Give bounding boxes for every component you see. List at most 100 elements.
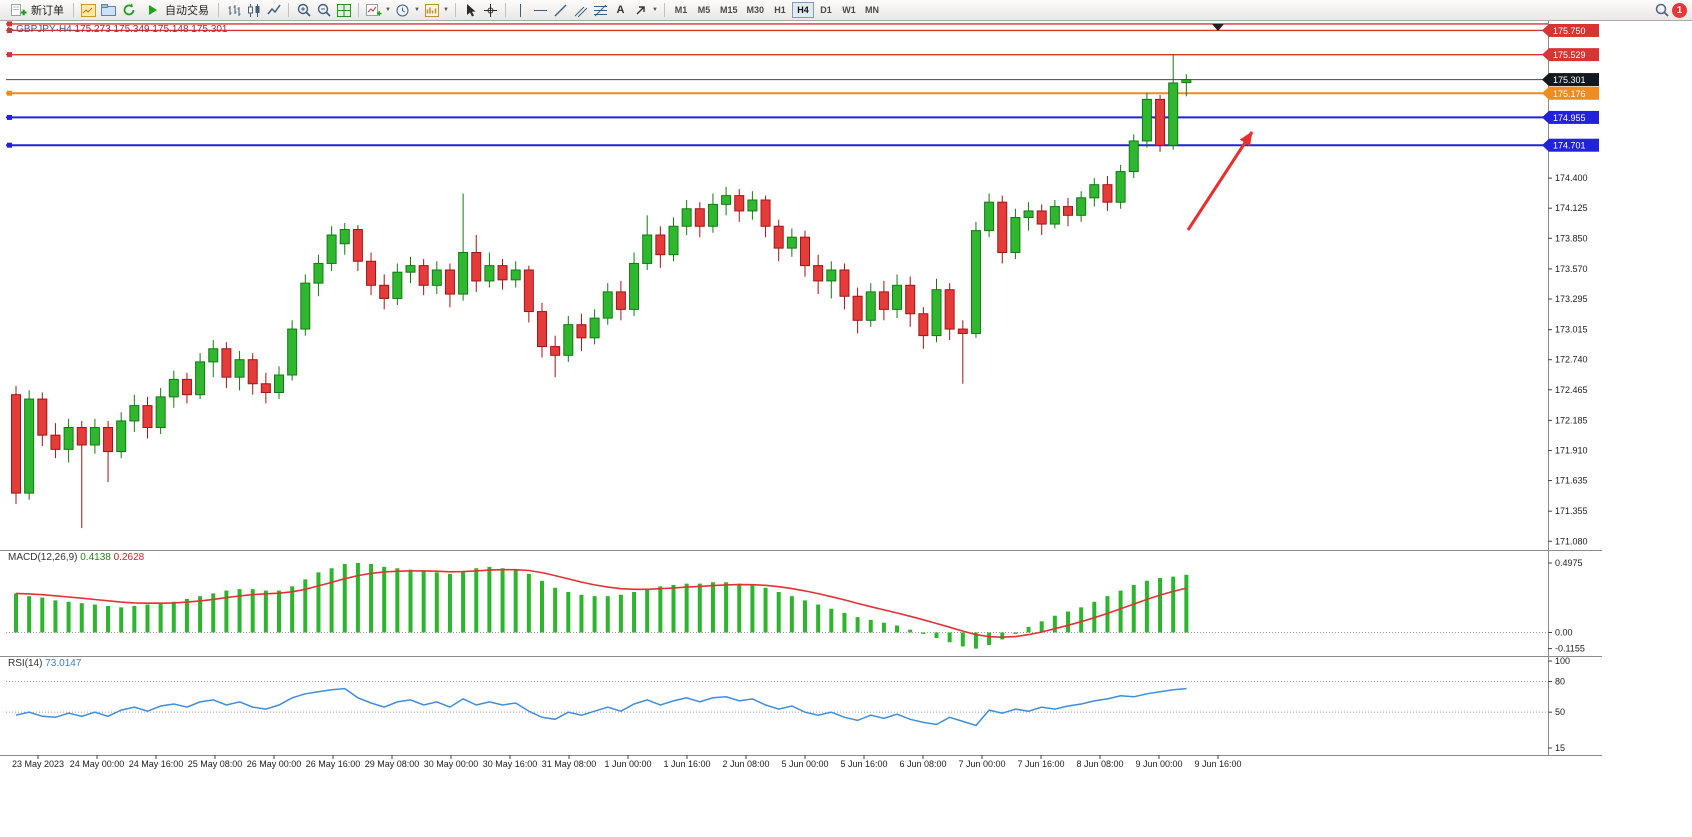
zoom-in-icon[interactable] [294,2,313,19]
vertical-line-tool-icon[interactable] [511,2,530,19]
svg-text:175.301: 175.301 [1553,75,1586,85]
periods-dropdown-caret[interactable]: ▼ [414,7,420,13]
timeframe-group: M1 M5 M15 M30 H1 H4 D1 W1 MN [670,2,883,18]
svg-text:173.295: 173.295 [1555,294,1588,304]
horizontal-line-tool-icon[interactable] [531,2,550,19]
svg-text:8 Jun 08:00: 8 Jun 08:00 [1076,759,1123,769]
svg-text:172.465: 172.465 [1555,385,1588,395]
zoom-out-icon[interactable] [314,2,333,19]
timeframe-button-w1[interactable]: W1 [838,2,860,18]
svg-text:174.955: 174.955 [1553,113,1586,123]
chart-symbol-period: GBPJPY·H4 [16,24,72,35]
macd-header: MACD(12,26,9) 0.4138 0.2628 [8,552,144,563]
svg-text:23 May 2023: 23 May 2023 [12,759,64,769]
rsi-value: 73.0147 [45,658,82,669]
templates-icon[interactable] [422,2,441,19]
svg-text:174.125: 174.125 [1555,203,1588,213]
svg-text:0.4975: 0.4975 [1555,558,1583,568]
toolbar-separator [358,3,359,17]
auto-trading-play-icon [143,2,162,19]
svg-text:175.529: 175.529 [1553,50,1586,60]
toolbar-separator [664,3,665,17]
svg-text:9 Jun 00:00: 9 Jun 00:00 [1135,759,1182,769]
line-chart-mode-icon[interactable] [264,2,283,19]
svg-text:175.750: 175.750 [1553,26,1586,36]
svg-text:26 May 16:00: 26 May 16:00 [306,759,361,769]
timeframe-button-mn[interactable]: MN [861,2,883,18]
auto-trading-label: 自动交易 [165,5,209,17]
timeframe-button-d1[interactable]: D1 [815,2,837,18]
svg-text:171.355: 171.355 [1555,506,1588,516]
indicators-icon[interactable] [364,2,383,19]
timeframe-button-m5[interactable]: M5 [693,2,715,18]
fibonacci-tool-icon[interactable] [591,2,610,19]
svg-text:2 Jun 08:00: 2 Jun 08:00 [722,759,769,769]
svg-text:171.635: 171.635 [1555,476,1588,486]
svg-text:7 Jun 16:00: 7 Jun 16:00 [1017,759,1064,769]
toolbar-separator [73,3,74,17]
svg-text:5 Jun 00:00: 5 Jun 00:00 [781,759,828,769]
toolbar-separator [505,3,506,17]
svg-text:172.740: 172.740 [1555,355,1588,365]
indicators-dropdown-caret[interactable]: ▼ [385,7,391,13]
trendline-tool-icon[interactable] [551,2,570,19]
timeframe-button-h4[interactable]: H4 [792,2,815,18]
rsi-header: RSI(14) 73.0147 [8,658,81,669]
svg-text:29 May 08:00: 29 May 08:00 [365,759,420,769]
templates-dropdown-caret[interactable]: ▼ [443,7,449,13]
svg-text:0.00: 0.00 [1555,627,1573,637]
svg-text:50: 50 [1555,707,1565,717]
toolbar-separator [218,3,219,17]
toolbar-separator [455,3,456,17]
svg-text:173.850: 173.850 [1555,233,1588,243]
svg-text:9 Jun 16:00: 9 Jun 16:00 [1194,759,1241,769]
svg-text:30 May 00:00: 30 May 00:00 [424,759,479,769]
svg-text:7 Jun 00:00: 7 Jun 00:00 [958,759,1005,769]
periods-clock-icon[interactable] [393,2,412,19]
new-order-icon [9,2,28,19]
timeframe-button-h1[interactable]: H1 [769,2,791,18]
search-icon[interactable] [1652,2,1671,19]
chart-title: ▶ GBPJPY·H4 175.273 175.349 175.148 175.3… [8,24,227,35]
new-order-label: 新订单 [31,5,64,17]
crosshair-tool-icon[interactable] [481,2,500,19]
svg-text:31 May 08:00: 31 May 08:00 [542,759,597,769]
svg-text:100: 100 [1555,656,1570,666]
one-click-trading-toggle[interactable]: ▶ [8,25,15,34]
bar-chart-mode-icon[interactable] [224,2,243,19]
timeframe-button-m30[interactable]: M30 [743,2,769,18]
arrows-tool-icon[interactable] [631,2,650,19]
svg-text:173.015: 173.015 [1555,325,1588,335]
toolbar-separator [288,3,289,17]
svg-text:-0.1155: -0.1155 [1555,644,1585,654]
tile-windows-icon[interactable] [334,2,353,19]
chart-ohlc-values: 175.273 175.349 175.148 175.301 [74,24,228,35]
channel-tool-icon[interactable] [571,2,590,19]
notification-badge[interactable]: 1 [1672,2,1687,18]
svg-text:24 May 16:00: 24 May 16:00 [129,759,184,769]
refresh-icon[interactable] [119,2,138,19]
arrows-dropdown-caret[interactable]: ▼ [652,7,658,13]
auto-trading-button[interactable]: 自动交易 [139,1,213,20]
svg-text:174.701: 174.701 [1553,141,1586,151]
rsi-name: RSI(14) [8,658,43,669]
candlestick-mode-icon[interactable] [244,2,263,19]
timeframe-button-m1[interactable]: M1 [670,2,692,18]
macd-main-value: 0.4138 [80,552,111,563]
cursor-tool-icon[interactable] [461,2,480,19]
new-order-button[interactable]: 新订单 [5,1,68,20]
svg-text:172.185: 172.185 [1555,415,1588,425]
timeframe-button-m15[interactable]: M15 [716,2,742,18]
svg-text:175.176: 175.176 [1553,89,1586,99]
svg-text:1 Jun 00:00: 1 Jun 00:00 [604,759,651,769]
text-tool-icon[interactable]: A [616,4,625,16]
profiles-icon[interactable] [99,2,118,19]
macd-name: MACD(12,26,9) [8,552,78,563]
svg-text:171.910: 171.910 [1555,445,1588,455]
new-chart-icon[interactable] [79,2,98,19]
svg-text:30 May 16:00: 30 May 16:00 [483,759,538,769]
svg-text:6 Jun 08:00: 6 Jun 08:00 [899,759,946,769]
main-toolbar: 新订单 自动交易 ▼ ▼ ▼ [0,0,1692,21]
